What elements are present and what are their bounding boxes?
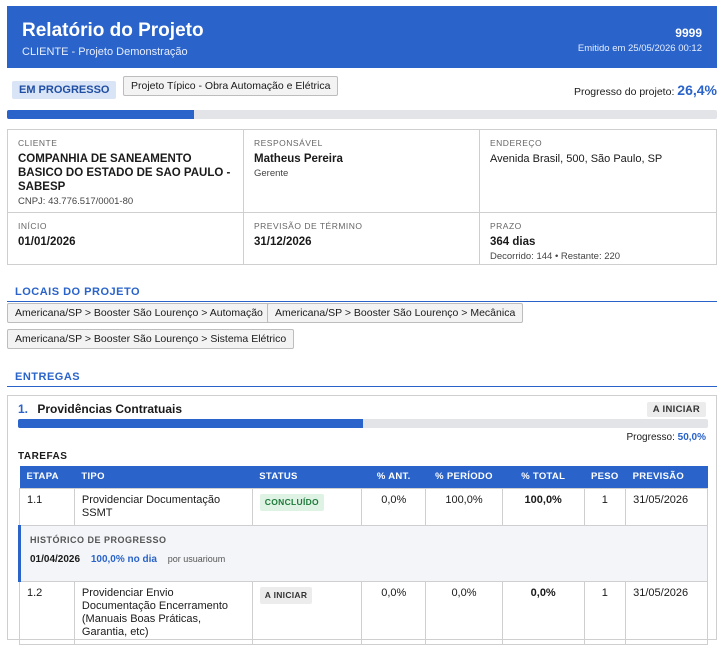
- delivery-name: Providências Contratuais: [37, 402, 183, 416]
- client-label: CLIENTE: [18, 138, 58, 148]
- header-meta: 9999 Emitido em 25/05/2026 00:12: [578, 26, 702, 54]
- delivery-progress-bar: [18, 419, 708, 428]
- status-badge: CONCLUÍDO: [259, 493, 324, 511]
- col-header: % TOTAL: [502, 466, 584, 488]
- history-user: por usuarioum: [167, 553, 226, 564]
- report-title: Relatório do Projeto: [22, 20, 204, 41]
- deadline-value: 364 dias: [490, 236, 536, 248]
- col-header: % ANT.: [361, 466, 426, 488]
- col-header: PREVISÃO: [625, 466, 708, 488]
- delivery-number: 1.: [18, 402, 29, 416]
- task-step: 1.2: [19, 580, 75, 645]
- client-name: COMPANHIA DE SANEAMENTO BASICO DO ESTADO…: [18, 153, 231, 193]
- task-weight: 1: [583, 580, 627, 645]
- tasks-title: TAREFAS: [18, 451, 68, 462]
- locations-section-title: LOCAIS DO PROJETO: [7, 286, 717, 302]
- delivery-status-badge: A INICIAR: [646, 402, 706, 417]
- task-type: Providenciar Envio Documentação Encerram…: [73, 580, 253, 645]
- delivery-progress-value: 50,0%: [677, 432, 706, 443]
- col-header: TIPO: [74, 466, 253, 488]
- project-progress-value: 26,4%: [677, 82, 717, 98]
- responsible-cell: RESPONSÁVEL Matheus Pereira Gerente: [244, 130, 480, 213]
- table-row: 1.2 Providenciar Envio Documentação Ence…: [19, 580, 708, 645]
- address-cell: ENDEREÇO Avenida Brasil, 500, São Paulo,…: [480, 130, 716, 213]
- forecast-value: 31/12/2026: [254, 236, 312, 248]
- task-status: CONCLUÍDO: [251, 487, 363, 526]
- tasks-header-row: ETAPA TIPO STATUS % ANT. % PERÍODO % TOT…: [19, 466, 708, 488]
- tasks-table: ETAPA TIPO STATUS % ANT. % PERÍODO % TOT…: [18, 466, 708, 645]
- status-badge: A INICIAR: [259, 586, 313, 604]
- history-progress: 100,0% no dia: [90, 553, 157, 565]
- delivery-heading: 1. Providências Contratuais: [18, 402, 182, 416]
- location-tag: Americana/SP > Booster São Lourenço > Au…: [7, 303, 271, 323]
- history-date: 01/04/2026: [30, 553, 81, 565]
- deadline-detail: Decorrido: 144 • Restante: 220: [490, 251, 621, 262]
- forecast-label: PREVISÃO DE TÉRMINO: [254, 221, 363, 231]
- task-prev-percent: 0,0%: [361, 487, 427, 526]
- col-header: % PERÍODO: [425, 466, 503, 488]
- responsible-name: Matheus Pereira: [254, 153, 343, 165]
- start-label: INÍCIO: [18, 221, 47, 231]
- report-header: Relatório do Projeto CLIENTE - Projeto D…: [7, 6, 717, 68]
- history-entry: 01/04/2026 100,0% no dia por usuarioum: [30, 553, 698, 566]
- project-progress-label: Progresso do projeto:: [573, 86, 675, 98]
- project-progress-bar: [7, 110, 717, 119]
- location-tag: Americana/SP > Booster São Lourenço > Me…: [267, 303, 524, 323]
- forecast-cell: PREVISÃO DE TÉRMINO 31/12/2026: [244, 213, 480, 265]
- responsible-label: RESPONSÁVEL: [254, 138, 323, 148]
- task-total-percent: 0,0%: [501, 580, 585, 645]
- project-progress-fill: [7, 110, 195, 119]
- project-type-tag: Projeto Típico - Obra Automação e Elétri…: [123, 76, 339, 96]
- delivery-progress-label: Progresso:: [626, 432, 675, 443]
- task-step: 1.1: [19, 487, 75, 526]
- task-type: Providenciar Documentação SSMT: [73, 487, 253, 526]
- project-progress: Progresso do projeto: 26,4%: [574, 82, 717, 98]
- col-header: STATUS: [252, 466, 362, 488]
- status-badge: EM PROGRESSO: [12, 81, 117, 99]
- task-prev-percent: 0,0%: [361, 580, 427, 645]
- task-period-percent: 100,0%: [425, 487, 503, 526]
- project-code: 9999: [675, 26, 702, 40]
- table-row: 1.1 Providenciar Documentação SSMT CONCL…: [19, 487, 708, 526]
- emitted-date: Emitido em 25/05/2026 00:12: [577, 43, 702, 54]
- client-cell: CLIENTE COMPANHIA DE SANEAMENTO BASICO D…: [8, 130, 244, 213]
- start-cell: INÍCIO 01/01/2026: [8, 213, 244, 265]
- client-cnpj: CNPJ: 43.776.517/0001-80: [18, 196, 134, 207]
- history-cell: HISTÓRICO DE PROGRESSO 01/04/2026 100,0%…: [18, 524, 708, 582]
- history-row: HISTÓRICO DE PROGRESSO 01/04/2026 100,0%…: [18, 524, 708, 582]
- task-period-percent: 0,0%: [425, 580, 503, 645]
- task-total-percent: 100,0%: [501, 487, 585, 526]
- task-status: A INICIAR: [251, 580, 363, 645]
- start-value: 01/01/2026: [18, 236, 76, 248]
- project-info-grid: CLIENTE COMPANHIA DE SANEAMENTO BASICO D…: [7, 129, 717, 265]
- task-weight: 1: [583, 487, 627, 526]
- delivery-card: 1. Providências Contratuais A INICIAR Pr…: [7, 395, 717, 645]
- location-tag: Americana/SP > Booster São Lourenço > Si…: [7, 329, 295, 349]
- delivery-progress: Progresso: 50,0%: [627, 432, 707, 443]
- col-header: PESO: [584, 466, 626, 488]
- task-forecast: 31/05/2026: [625, 580, 708, 645]
- status-row: EM PROGRESSO Projeto Típico - Obra Autom…: [7, 76, 717, 102]
- delivery-progress-fill: [18, 419, 363, 428]
- deadline-label: PRAZO: [490, 221, 522, 231]
- col-header: ETAPA: [19, 466, 75, 488]
- report-subtitle: CLIENTE - Projeto Demonstração: [22, 46, 188, 58]
- deadline-cell: PRAZO 364 dias Decorrido: 144 • Restante…: [480, 213, 716, 265]
- history-title: HISTÓRICO DE PROGRESSO: [30, 534, 167, 545]
- responsible-role: Gerente: [254, 168, 289, 179]
- task-forecast: 31/05/2026: [625, 487, 708, 526]
- deliveries-section-title: ENTREGAS: [7, 371, 717, 387]
- address-label: ENDEREÇO: [490, 138, 543, 148]
- address-value: Avenida Brasil, 500, São Paulo, SP: [490, 153, 663, 165]
